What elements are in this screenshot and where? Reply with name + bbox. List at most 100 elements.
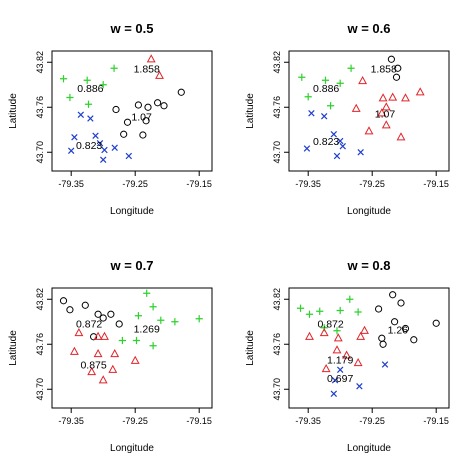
x-tick-label: -79.25: [359, 416, 385, 426]
point-circle: [66, 306, 74, 314]
cluster-label: 1.858: [134, 63, 160, 75]
point-plus: [118, 336, 126, 345]
panel-title: w = 0.5: [110, 21, 154, 36]
point-circle: [90, 333, 98, 341]
point-plus: [110, 64, 118, 72]
x-tick-label: -79.25: [359, 179, 385, 189]
point-triangle: [69, 346, 79, 355]
point-plus: [66, 93, 74, 102]
y-tick-label: 43.70: [272, 378, 282, 401]
point-circle: [134, 101, 142, 109]
x-tick-label: -79.35: [295, 416, 321, 426]
point-x: [333, 152, 341, 160]
y-axis-label: Latitude: [8, 330, 19, 366]
point-triangle: [388, 92, 398, 101]
point-triangle: [342, 350, 352, 359]
point-circle: [392, 73, 401, 81]
point-circle: [81, 301, 89, 309]
cluster-label: 0.697: [327, 373, 353, 385]
cluster-label: 0.872: [76, 318, 102, 330]
point-circle: [123, 118, 132, 126]
point-triangle: [333, 333, 343, 342]
point-circle: [379, 340, 387, 348]
y-axis-label: Latitude: [8, 93, 19, 129]
panel-3: w = 0.7 -79.35 -79.25 -79.15 43.70 43.76 43.82…: [8, 258, 213, 454]
cluster-label: 0.872: [317, 318, 343, 330]
point-triangle: [360, 325, 369, 334]
point-plus: [336, 79, 344, 87]
x-axis-label: Longitude: [110, 206, 154, 217]
point-circle: [99, 314, 107, 322]
y-tick-label: 43.82: [35, 51, 45, 74]
point-plus: [83, 76, 91, 84]
panel-title: w = 0.8: [347, 258, 391, 273]
point-circle: [112, 105, 120, 114]
point-circle: [394, 64, 402, 72]
cluster-label: 1.858: [371, 63, 397, 75]
point-x: [330, 390, 338, 397]
panel-title: w = 0.7: [110, 258, 154, 273]
point-circle: [387, 55, 395, 63]
point-triangle: [319, 327, 329, 337]
point-x: [339, 143, 346, 150]
point-triangle: [93, 348, 103, 358]
point-circle: [142, 117, 150, 125]
point-plus: [296, 304, 305, 312]
point-circle: [389, 291, 397, 299]
y-tick-label: 43.70: [272, 141, 282, 164]
point-plus: [346, 295, 354, 303]
cluster-label: 0.823: [76, 140, 102, 152]
point-plus: [59, 75, 68, 83]
point-triangle: [321, 363, 331, 373]
point-triangle: [381, 120, 391, 129]
point-circle: [115, 320, 123, 328]
x-axis-label: Longitude: [347, 206, 391, 217]
point-circle: [410, 336, 418, 344]
x-tick-label: -79.35: [58, 179, 84, 189]
point-plus: [157, 316, 165, 324]
point-circle: [391, 318, 399, 326]
point-plus: [336, 306, 344, 315]
point-plus: [327, 102, 335, 110]
point-circle: [375, 305, 383, 313]
cluster-label: 1.179: [327, 354, 353, 366]
y-tick-label: 43.76: [35, 333, 45, 356]
point-triangle: [358, 75, 368, 85]
point-plus: [143, 289, 151, 297]
x-axis-label: Longitude: [110, 443, 154, 454]
panel-1: w = 0.5 -79.35 -79.25 -79.15 43.70 43.76 43.82…: [8, 21, 213, 217]
point-x: [336, 137, 344, 145]
point-x: [71, 134, 78, 141]
point-triangle: [396, 132, 406, 141]
point-triangle: [74, 327, 84, 337]
panel-4: w = 0.8 -79.35 -79.25 -79.15 43.70 43.76 43.82…: [245, 258, 450, 454]
point-plus: [84, 100, 93, 108]
y-tick-label: 43.76: [272, 333, 282, 356]
point-x: [357, 149, 364, 156]
point-plus: [305, 310, 314, 318]
point-plus: [347, 64, 355, 72]
point-x: [101, 146, 108, 154]
point-x: [96, 140, 104, 147]
point-triangle: [87, 366, 97, 376]
point-triangle: [146, 54, 156, 63]
x-tick-label: -79.15: [186, 179, 212, 189]
cluster-label: 1.07: [131, 111, 152, 123]
cluster-label: 0.875: [80, 360, 106, 372]
point-circle: [94, 310, 102, 318]
point-x: [99, 156, 107, 163]
point-triangle: [377, 108, 387, 117]
point-x: [320, 113, 328, 120]
point-x: [67, 147, 75, 154]
point-plus: [149, 342, 157, 350]
point-circle: [177, 88, 185, 96]
point-circle: [139, 131, 147, 139]
point-triangle: [155, 70, 164, 79]
point-plus: [298, 73, 306, 81]
y-axis-label: Latitude: [245, 93, 256, 129]
point-x: [92, 132, 99, 139]
cluster-label: 1.26: [388, 324, 409, 336]
point-x: [356, 383, 363, 390]
point-circle: [397, 299, 405, 307]
